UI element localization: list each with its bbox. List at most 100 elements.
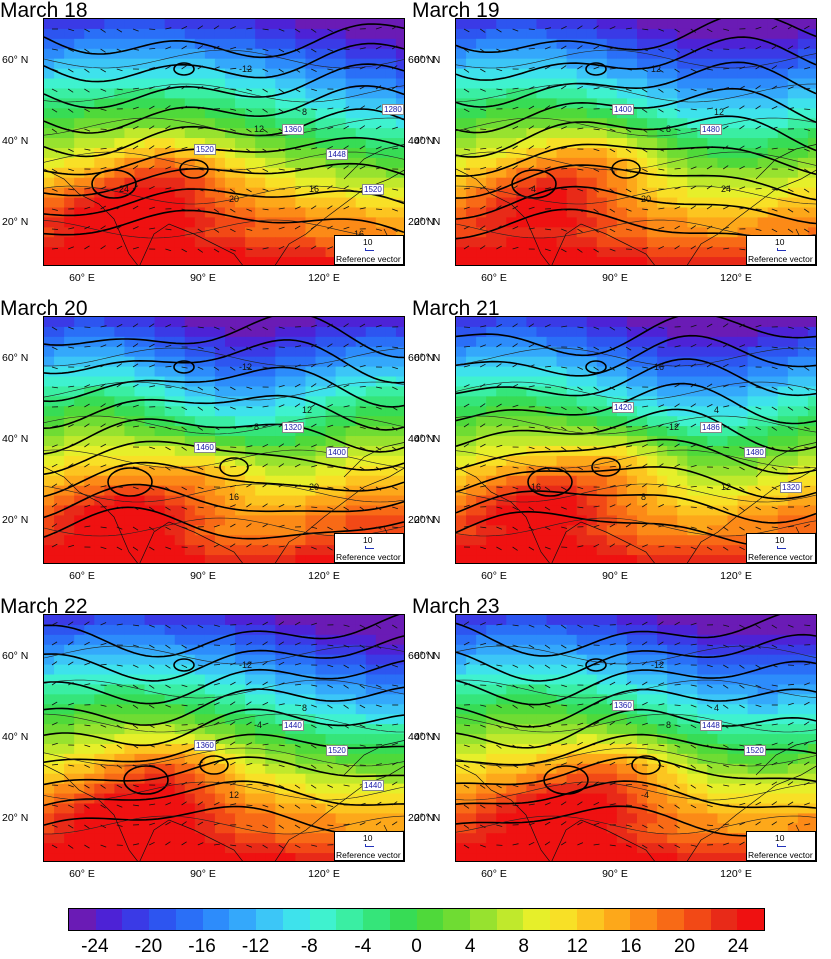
temperature-contour-label: 20 <box>229 194 240 204</box>
reference-arrow-icon <box>777 844 786 847</box>
temperature-contour-label: -16 <box>651 362 665 372</box>
longitude-label: 60° E <box>481 868 507 880</box>
longitude-label: 120° E <box>308 570 340 582</box>
temperature-contour-label: 20 <box>641 194 652 204</box>
temperature-contour-label: 20 <box>309 482 320 492</box>
longitude-label: 60° E <box>481 570 507 582</box>
temperature-map: 1400 1480 12 8 12 20 24 4 10 Reference vector <box>455 18 817 266</box>
reference-vector-value: 10 <box>775 833 785 843</box>
colorbar-swatch <box>95 909 123 930</box>
temperature-contour-label: -4 <box>641 790 650 800</box>
reference-vector-legend: 10 Reference vector <box>334 831 404 861</box>
colorbar-swatch <box>363 909 390 930</box>
reference-vector-legend: 10 Reference vector <box>334 533 404 563</box>
height-contour-label: 1520 <box>194 144 216 155</box>
reference-vector-label: Reference vector <box>336 850 401 860</box>
temperature-contour-label: 12 <box>714 107 725 117</box>
colorbar-swatch <box>683 909 711 930</box>
colorbar-tick-label: 16 <box>620 936 642 957</box>
colorbar-swatch <box>603 909 631 930</box>
colorbar-tick-label: 0 <box>411 936 422 957</box>
reference-vector-value: 10 <box>363 535 373 545</box>
map-panel-march-19: March 19 1400 1480 12 8 12 20 24 4 10 Reference ve… <box>412 0 827 298</box>
longitude-label: 90° E <box>602 272 628 284</box>
wind-vectors <box>463 25 811 253</box>
height-contour-label: 1400 <box>612 104 634 115</box>
colorbar-swatch <box>122 909 150 930</box>
latitude-label: 20° N <box>408 812 435 824</box>
filled-contour-field <box>44 615 404 861</box>
longitude-label: 120° E <box>308 272 340 284</box>
longitude-label: 60° E <box>69 570 95 582</box>
filled-contour-field <box>456 615 816 861</box>
temperature-contour-label: 12 <box>651 64 662 74</box>
colorbar-swatch <box>69 909 96 930</box>
height-contour-label: 1320 <box>282 422 304 433</box>
latitude-label: 60° N <box>408 352 435 364</box>
colorbar-swatch <box>496 909 524 930</box>
longitude-label: 90° E <box>602 570 628 582</box>
longitude-label: 90° E <box>190 868 216 880</box>
height-contour-label: 1520 <box>744 745 766 756</box>
latitude-label: 40° N <box>414 433 441 445</box>
colorbar-swatch <box>309 909 337 930</box>
colorbar-swatch <box>149 909 176 930</box>
height-contour-label: 1420 <box>612 402 634 413</box>
map-panel-march-20: March 20 1460 1320 1400 -12 8 12 16 20 10 Referenc… <box>0 297 434 596</box>
filled-contour-field <box>44 317 404 563</box>
colorbar-tick-label: 8 <box>518 936 530 957</box>
temperature-contour-label: 4 <box>531 184 537 194</box>
reference-arrow-icon <box>777 248 786 251</box>
longitude-label: 60° E <box>69 868 95 880</box>
temperature-contour-label: 16 <box>309 184 320 194</box>
colorbar-tick-label: -24 <box>81 936 109 957</box>
height-contour-label: 1448 <box>326 149 348 160</box>
longitude-label: 120° E <box>308 868 340 880</box>
temperature-contour-label: -12 <box>239 64 253 74</box>
temperature-contour-label: 8 <box>641 492 647 502</box>
latitude-label: 40° N <box>2 731 29 743</box>
colorbar-tick-label: 24 <box>727 936 749 957</box>
colorbar-swatch <box>202 909 230 930</box>
reference-vector-legend: 10 Reference vector <box>334 235 404 265</box>
height-contour-label: 1460 <box>194 442 216 453</box>
colorbar-tick-label: -12 <box>241 936 270 957</box>
temperature-contour-label: 12 <box>721 482 732 492</box>
colorbar-swatch <box>229 909 257 930</box>
latitude-label: 20° N <box>2 812 29 824</box>
latitude-label: 60° N <box>2 650 29 662</box>
temperature-contour-label: 8 <box>666 720 672 730</box>
latitude-label: 40° N <box>2 433 29 445</box>
longitude-label: 120° E <box>720 570 752 582</box>
longitude-label: 90° E <box>190 570 216 582</box>
height-contour-label: 1360 <box>282 124 304 135</box>
colorbar-tick-label: 4 <box>464 936 476 957</box>
latitude-label: 60° N <box>2 54 29 66</box>
height-contours <box>456 317 816 547</box>
wind-vectors <box>51 621 399 849</box>
reference-arrow-icon <box>365 248 374 251</box>
height-contour-label: 1320 <box>780 482 802 493</box>
height-contour-label: 1280 <box>382 104 404 115</box>
reference-vector-label: Reference vector <box>336 552 401 562</box>
panel-title: March 18 <box>0 0 88 22</box>
colorbar-tick-label: 12 <box>566 936 588 957</box>
temperature-contour-label: 12 <box>229 790 240 800</box>
reference-arrow-icon <box>365 844 374 847</box>
temperature-contour-label: 4 <box>714 405 720 415</box>
temperature-map: 1360 1448 1520 -12 8 4 -4 10 Reference vector <box>455 614 817 862</box>
colorbar-swatch <box>576 909 604 930</box>
reference-vector-label: Reference vector <box>336 254 401 264</box>
latitude-label: 20° N <box>414 812 441 824</box>
longitude-label: 120° E <box>720 868 752 880</box>
panel-title: March 20 <box>0 297 88 320</box>
panel-title: March 23 <box>412 595 500 618</box>
temperature-contour-label: 8 <box>666 124 672 134</box>
colorbar-swatch <box>737 909 765 930</box>
latitude-label: 60° N <box>408 650 435 662</box>
map-panel-march-22: March 22 1360 1440 1520 1440 -12 -4 8 12 10 Refere… <box>0 596 434 894</box>
colorbar-swatch <box>523 909 551 930</box>
colorbar-swatch <box>630 909 658 930</box>
colorbar-swatch <box>282 909 310 930</box>
height-contour-label: 1400 <box>326 447 348 458</box>
